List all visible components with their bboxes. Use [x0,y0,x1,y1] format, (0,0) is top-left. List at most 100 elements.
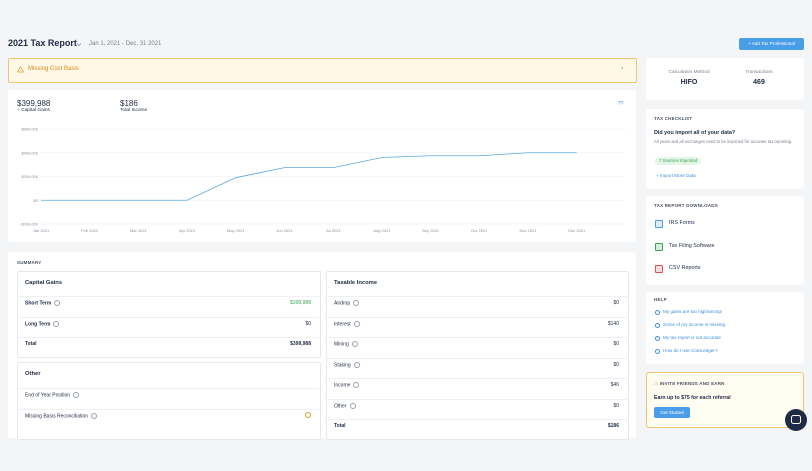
download-icon [655,265,663,273]
row-divider [17,296,319,297]
other-row-label: End of Year Position [25,392,80,398]
row-divider [17,388,319,389]
capital-gains-row-label: Short Term [25,300,61,306]
taxable-income-row-value: $140 [607,320,619,327]
add-tax-professional-button[interactable]: + Add Tax Professional [739,38,804,50]
x-tick-label: Oct 2021 [471,228,488,233]
taxable-income-row-value: $46 [610,382,619,388]
help-card [646,292,804,364]
row-divider [326,296,627,297]
taxable-income-row-label: Income [334,382,360,388]
warning-icon [305,412,311,418]
row-divider [326,316,627,318]
taxable-income-row-label: Interest [334,320,360,327]
alert-banner[interactable] [8,58,637,83]
taxable-income-row-label: Airdrop [334,300,360,306]
help-icon[interactable]: ?? [618,101,624,107]
taxable-income-row-label: Mining [334,341,358,347]
import-more-link[interactable]: + Import More Data [656,173,696,178]
taxable-income-row-value: $186 [607,423,619,429]
taxable-income-row-value: $0 [613,402,619,409]
capital-gains-box [17,271,321,358]
warning-icon [17,66,24,73]
row-divider [326,398,627,400]
capital-gains-value: $399,988 [17,99,51,108]
downloads-card [646,196,804,285]
taxable-income-row-value: $0 [613,341,619,347]
info-icon[interactable] [53,320,60,327]
x-tick-label: Jun 2021 [276,228,293,233]
invite-title: INVITE FRIENDS AND EARN [659,381,725,386]
help-link[interactable]: How do I use CoinLedger? [663,348,718,353]
x-tick-label: Dec 2021 [568,228,586,233]
capital-gains-title: Capital Gains [25,280,63,286]
help-link[interactable]: My gains are too high/wrong! [663,309,722,314]
dropdown-chevron[interactable] [76,42,82,47]
x-tick-label: Nov 2021 [519,228,537,233]
info-icon[interactable] [73,392,80,398]
download-item[interactable]: CSV Reports [669,265,701,271]
x-tick-label: Sep 2021 [422,228,440,233]
help-link[interactable]: Some of my income is missing [663,322,726,327]
capital-gains-row-label: Long Term [25,320,60,327]
sources-badge: 7 Sources Imported [655,157,702,165]
x-tick-label: Apr 2021 [179,228,196,233]
overview-card [8,90,636,242]
invite-card [646,372,804,428]
download-item[interactable]: IRS Forms [669,220,695,226]
transactions-value: 469 [753,79,765,86]
help-link-icon [655,348,660,354]
x-tick-label: Jul 2021 [326,228,342,233]
info-icon[interactable] [349,402,356,409]
y-tick-label: $600,000 [21,127,38,132]
info-icon[interactable] [353,320,360,327]
info-icon[interactable] [54,300,61,306]
taxable-income-row-label: Other [334,402,356,409]
info-icon[interactable] [351,341,358,347]
row-divider [17,337,319,338]
line-series [41,152,577,201]
info-icon[interactable] [353,382,360,388]
row-divider [326,378,627,379]
other-title: Other [25,371,41,377]
other-row-label: Missing Basis Reconciliation [25,412,98,419]
downloads-title: TAX REPORT DOWNLOADS [654,203,718,208]
capital-gains-row-label: Total [25,341,37,347]
checklist-question: Did you import all of your data? [654,130,736,136]
row-divider [17,408,319,410]
help-link[interactable]: My tax report is not accurate [663,335,721,340]
download-item[interactable]: Tax Filing Software [669,242,715,249]
help-title: HELP [654,297,667,302]
get-started-button[interactable]: Get Started [654,407,690,418]
y-tick-label: $400,000 [21,150,38,155]
alert-text: Missing Cost Basis [28,66,79,72]
total-income-label: Total Income [120,108,148,113]
page-title: 2021 Tax Report [8,38,77,48]
line-chart: -$200,000 $0 $200,000 $400,000 $600,000 Jan 2… [20,127,625,233]
capital-gains-row-value: $399,988 [290,300,311,306]
info-icon[interactable] [353,361,360,368]
taxable-income-title: Taxable Income [334,280,378,286]
checklist-description: All years and all exchanges need to be i… [654,139,793,144]
transactions-label: Transactions [745,70,773,75]
row-divider [326,357,627,359]
help-link-icon [655,335,660,341]
summary-title: SUMMARY [17,260,42,265]
x-tick-label: Aug 2021 [373,228,391,233]
other-box [17,362,321,440]
info-icon[interactable] [353,300,360,306]
taxable-income-row-label: Staking [334,361,360,368]
method-card [646,58,804,100]
download-icon [655,242,663,251]
total-income-value: $186 [120,99,138,108]
taxable-income-box [326,271,629,440]
x-tick-label: May 2021 [227,228,245,233]
help-link-icon [655,322,660,328]
chat-button[interactable] [785,409,807,431]
x-tick-label: Mar 2021 [130,228,148,233]
row-divider [326,419,627,420]
date-range[interactable]: Jan 1, 2021 - Dec, 31 2021 [89,41,162,47]
info-icon[interactable] [91,412,98,419]
checklist-title: TAX CHECKLIST [654,116,693,121]
